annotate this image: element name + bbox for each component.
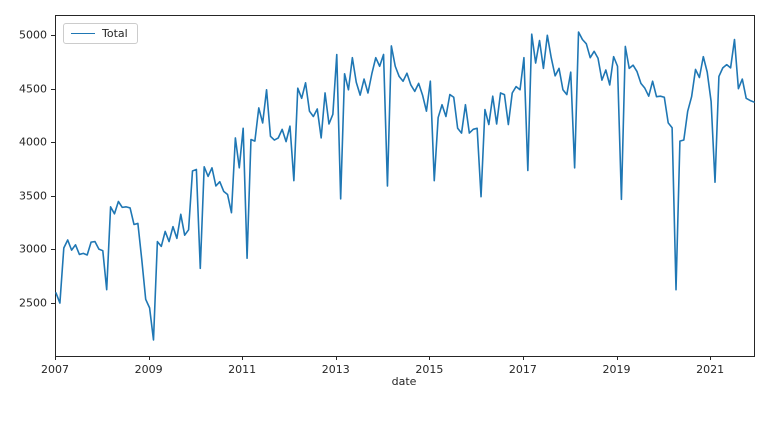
- x-tick-mark: [429, 356, 431, 360]
- y-tick-mark: [51, 195, 55, 197]
- y-tick-mark: [51, 249, 55, 251]
- series-plot: [55, 31, 755, 341]
- x-tick-mark: [616, 356, 618, 360]
- y-tick-mark: [51, 302, 55, 304]
- legend-label: Total: [102, 27, 128, 40]
- x-tick-label: 2015: [415, 363, 444, 376]
- y-tick-label: 3000: [19, 242, 47, 256]
- x-axis-title: date: [391, 375, 417, 388]
- y-tick-mark: [51, 88, 55, 90]
- x-tick-mark: [55, 356, 56, 360]
- plot-area: Total: [55, 15, 755, 357]
- y-tick-label: 3500: [19, 189, 47, 203]
- x-tick-label: 2013: [321, 363, 350, 376]
- y-tick-mark: [51, 35, 55, 37]
- x-tick-label: 2007: [41, 363, 69, 376]
- x-tick-label: 2019: [602, 363, 631, 376]
- x-tick-mark: [242, 356, 244, 360]
- x-tick-label: 2017: [508, 363, 537, 376]
- x-tick-label: 2009: [134, 363, 163, 376]
- x-tick-mark: [335, 356, 337, 360]
- y-tick-label: 2500: [19, 296, 47, 310]
- x-tick-mark: [148, 356, 150, 360]
- x-tick-mark: [710, 356, 712, 360]
- x-tick-label: 2021: [696, 363, 725, 376]
- y-tick-label: 4500: [19, 82, 47, 96]
- total-series-line: [55, 31, 755, 341]
- y-tick-mark: [51, 142, 55, 144]
- y-tick-label: 5000: [19, 28, 47, 42]
- x-tick-mark: [522, 356, 524, 360]
- y-tick-label: 4000: [19, 135, 47, 149]
- legend-line-icon: [71, 33, 95, 34]
- legend: Total: [63, 23, 138, 44]
- x-tick-label: 2011: [228, 363, 257, 376]
